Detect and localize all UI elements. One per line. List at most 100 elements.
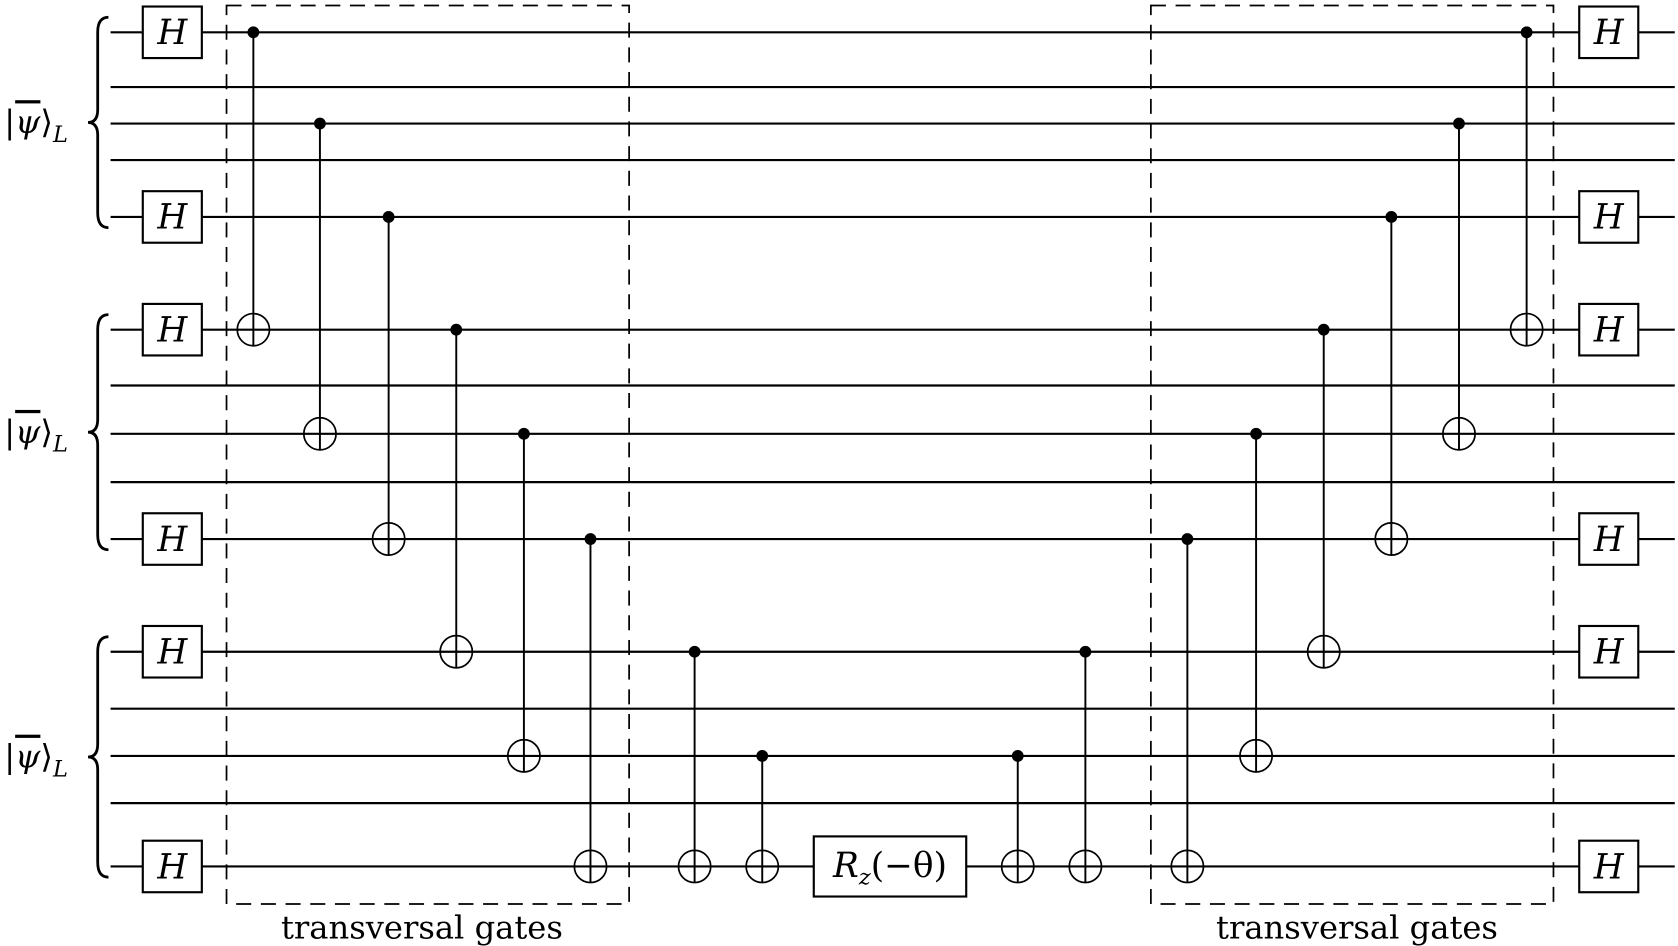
cnot-gate bbox=[236, 26, 271, 347]
hadamard-label: H bbox=[156, 520, 188, 560]
hadamard-gate: H bbox=[141, 302, 203, 357]
target-circle bbox=[1068, 849, 1103, 884]
target-circle bbox=[677, 849, 712, 884]
hadamard-label: H bbox=[1593, 310, 1625, 350]
cnot-gate bbox=[1509, 26, 1544, 347]
hadamard-label: H bbox=[1593, 198, 1625, 238]
hadamard-gate: H bbox=[1578, 190, 1640, 244]
control-dot bbox=[1079, 645, 1092, 658]
control-dot bbox=[382, 211, 395, 223]
rz-base: R bbox=[832, 846, 859, 886]
register-brace bbox=[87, 635, 109, 879]
target-circle bbox=[745, 849, 780, 884]
hadamard-gate: H bbox=[1578, 5, 1640, 60]
gates: H H H H H H H H H H H H bbox=[141, 5, 1640, 894]
rz-sub: z bbox=[858, 865, 871, 891]
hadamard-label: H bbox=[156, 198, 188, 238]
hadamard-box bbox=[141, 512, 203, 566]
hadamard-gate: H bbox=[141, 5, 203, 60]
hadamard-label: H bbox=[156, 847, 188, 887]
register-subscript: L bbox=[52, 432, 68, 458]
hadamard-box bbox=[1578, 302, 1640, 357]
left-transversal-block bbox=[225, 4, 630, 905]
cnot-gate bbox=[439, 323, 474, 669]
target-circle bbox=[439, 634, 474, 669]
psi-symbol: ψ bbox=[15, 103, 41, 141]
hadamard-box bbox=[1578, 624, 1640, 679]
hadamard-gate: H bbox=[141, 512, 203, 566]
control-dot bbox=[1520, 26, 1533, 39]
hadamard-box bbox=[1578, 839, 1640, 894]
cnot-gate bbox=[1170, 533, 1205, 884]
hadamard-gate: H bbox=[141, 624, 203, 679]
target-circle bbox=[573, 849, 608, 884]
target-circle bbox=[1374, 522, 1409, 556]
target-circle bbox=[1000, 849, 1035, 884]
register-brace bbox=[87, 313, 109, 552]
cnot-gate bbox=[745, 749, 780, 884]
hadamard-label: H bbox=[156, 633, 188, 673]
hadamard-gate: H bbox=[1578, 624, 1640, 679]
control-dot bbox=[1011, 749, 1024, 762]
hadamard-box bbox=[1578, 5, 1640, 60]
hadamard-label: H bbox=[156, 13, 188, 53]
control-dot bbox=[1317, 323, 1330, 336]
control-dot bbox=[247, 26, 260, 39]
psi-symbol: ψ bbox=[15, 413, 41, 451]
cnot-gate bbox=[573, 533, 608, 884]
control-dot bbox=[1250, 427, 1262, 440]
cnot-gate bbox=[1068, 645, 1103, 884]
hadamard-label: H bbox=[1593, 633, 1625, 673]
register-label: |ψ⟩L bbox=[4, 738, 68, 783]
cnot-gate bbox=[1306, 323, 1341, 669]
control-dot bbox=[1181, 533, 1194, 545]
cnot-gate bbox=[302, 117, 337, 451]
left-block-label: transversal gates bbox=[281, 908, 563, 946]
hadamard-gate: H bbox=[1578, 839, 1640, 894]
target-circle bbox=[236, 312, 271, 347]
control-dot bbox=[314, 117, 326, 130]
rz-arg: (−θ) bbox=[871, 846, 947, 886]
hadamard-label: H bbox=[1593, 520, 1625, 560]
hadamard-box bbox=[1578, 512, 1640, 566]
control-dot bbox=[1385, 211, 1398, 223]
target-circle bbox=[1239, 738, 1274, 773]
hadamard-gate: H bbox=[1578, 302, 1640, 357]
right-block-label: transversal gates bbox=[1216, 908, 1498, 946]
hadamard-label: H bbox=[156, 310, 188, 350]
psi-symbol: ψ bbox=[15, 738, 41, 776]
target-circle bbox=[1306, 634, 1341, 669]
control-dot bbox=[518, 427, 530, 440]
control-dot bbox=[1453, 117, 1465, 130]
register-braces: |ψ⟩L |ψ⟩L |ψ⟩L bbox=[4, 15, 109, 879]
hadamard-label: H bbox=[1593, 847, 1625, 887]
register-brace bbox=[87, 15, 109, 230]
register-label: |ψ⟩L bbox=[4, 413, 68, 458]
cnot-gate bbox=[1374, 211, 1409, 556]
hadamard-gate: H bbox=[141, 190, 203, 244]
hadamard-box bbox=[141, 5, 203, 60]
control-dot bbox=[756, 749, 769, 762]
right-transversal-block bbox=[1150, 4, 1555, 905]
control-dot bbox=[450, 323, 463, 336]
hadamard-box bbox=[141, 190, 203, 244]
control-dot bbox=[584, 533, 597, 545]
cnot-gate bbox=[506, 427, 541, 773]
target-circle bbox=[1442, 416, 1476, 451]
cnot-gate bbox=[1239, 427, 1274, 773]
qubit-wires bbox=[110, 31, 1675, 868]
hadamard-box bbox=[141, 839, 203, 894]
target-circle bbox=[1509, 312, 1544, 347]
hadamard-label: H bbox=[1593, 13, 1625, 53]
svg-text:Rz(−θ): Rz(−θ) bbox=[832, 846, 947, 891]
register-label: |ψ⟩L bbox=[4, 103, 68, 148]
rz-gate: Rz(−θ) bbox=[812, 835, 968, 898]
hadamard-gate: H bbox=[1578, 512, 1640, 566]
hadamard-gate: H bbox=[141, 839, 203, 894]
hadamard-box bbox=[141, 624, 203, 679]
target-circle bbox=[1170, 849, 1205, 884]
cnot-gate bbox=[1442, 117, 1476, 451]
target-circle bbox=[506, 738, 541, 773]
register-subscript: L bbox=[52, 122, 68, 148]
